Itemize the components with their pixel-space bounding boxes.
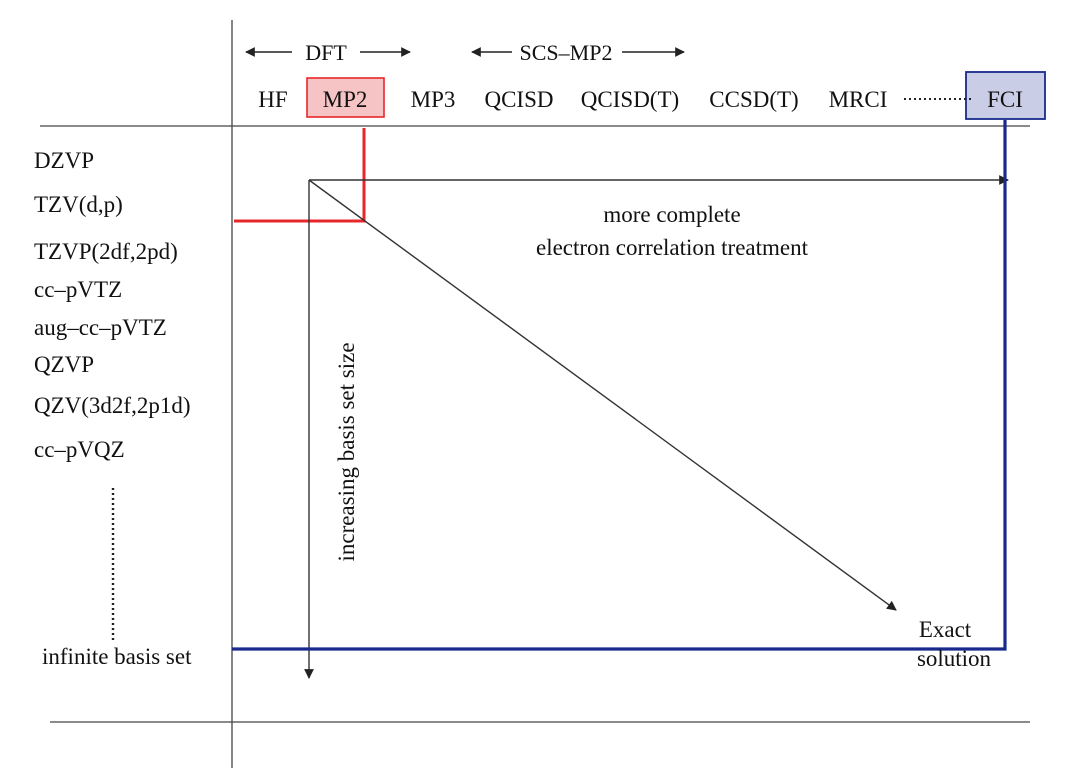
method-hf: HF <box>258 87 287 112</box>
basis-aug-cc-pvtz: aug–cc–pVTZ <box>34 315 167 340</box>
method-fci: FCI <box>987 87 1023 112</box>
mp2-highlight-box <box>306 77 385 118</box>
method-mp3: MP3 <box>411 87 456 112</box>
correlation-label-line2: electron correlation treatment <box>536 235 809 260</box>
dft-label: DFT <box>305 40 347 65</box>
basis-tzvp-2df: TZVP(2df,2pd) <box>34 239 178 264</box>
scs-mp2-label: SCS–MP2 <box>520 40 613 65</box>
basis-infinite: infinite basis set <box>42 644 192 669</box>
correlation-label-line1: more complete <box>603 202 740 227</box>
diagonal-arrow <box>308 179 897 611</box>
fci-blue-guide <box>232 120 1007 651</box>
method-mrci: MRCI <box>829 87 888 112</box>
basis-cc-pvqz: cc–pVQZ <box>34 437 125 462</box>
method-mp2: MP2 <box>323 87 368 112</box>
mp2-red-guide <box>234 128 366 223</box>
method-qcisd: QCISD <box>484 87 553 112</box>
exact-label-line1: Exact <box>919 617 972 642</box>
basis-axis-label: increasing basis set size <box>334 342 359 561</box>
basis-qzvp: QZVP <box>34 352 94 377</box>
method-qcisd-t: QCISD(T) <box>581 87 679 112</box>
basis-tzv-dp: TZV(d,p) <box>34 192 123 217</box>
basis-dzvp: DZVP <box>34 148 94 173</box>
basis-cc-pvtz: cc–pVTZ <box>34 277 122 302</box>
method-ccsd-t: CCSD(T) <box>709 87 798 112</box>
basis-qzv-3d2f: QZV(3d2f,2p1d) <box>34 393 191 418</box>
exact-label-line2: solution <box>917 646 992 671</box>
fci-highlight-box <box>965 71 1046 120</box>
